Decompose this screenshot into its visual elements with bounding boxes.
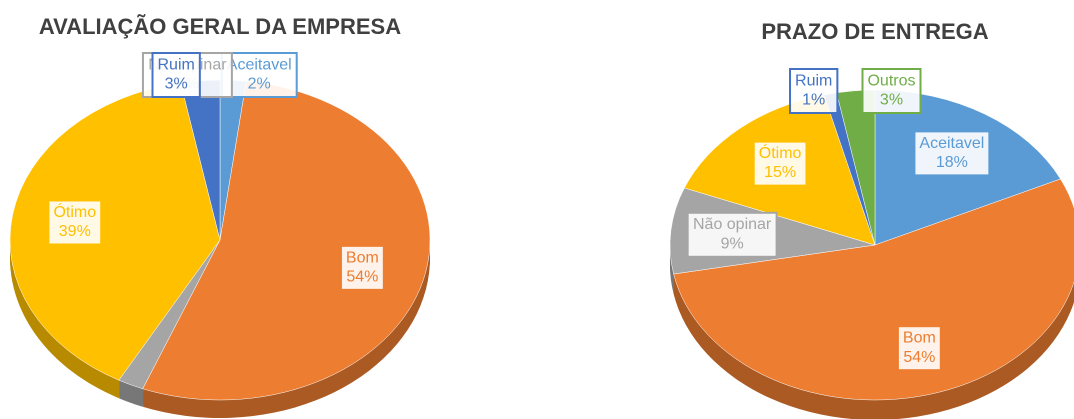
label-value: 3% — [880, 92, 903, 109]
label-value: 2% — [248, 76, 271, 93]
label-name: Aceitavel — [227, 57, 292, 74]
label-box — [913, 130, 991, 177]
label-value: 9% — [721, 236, 744, 253]
label-box — [686, 211, 778, 258]
label-box — [896, 325, 942, 372]
label-name: Bom — [346, 249, 379, 266]
label-name: Ótimo — [53, 202, 96, 221]
label-value: 3% — [165, 76, 188, 93]
data-label: Ruim 3% — [157, 57, 194, 93]
data-label: Aceitavel 2% — [227, 57, 292, 93]
label-value: 15% — [764, 164, 796, 181]
data-label: Outros 3% — [867, 73, 915, 109]
label-name: Ótimo — [759, 143, 802, 162]
data-label: Bom 54% — [346, 249, 379, 285]
data-label: Bom 54% — [903, 330, 936, 366]
label-value: 18% — [936, 154, 968, 171]
data-label: Não opinar 9% — [693, 216, 772, 252]
pie-slice — [9, 82, 221, 381]
label-name: Outros — [867, 73, 915, 90]
data-label: Ótimo 15% — [759, 143, 802, 181]
label-box — [789, 68, 839, 114]
label-box — [752, 140, 808, 187]
label-name: Ruim — [795, 73, 832, 90]
label-value: 54% — [346, 269, 378, 286]
label-value: 39% — [59, 223, 91, 240]
label-box — [861, 68, 922, 114]
label-box — [47, 199, 103, 246]
data-label: Ótimo 39% — [53, 202, 96, 240]
label-value: 1% — [802, 92, 825, 109]
label-box — [339, 244, 385, 291]
data-label: Aceitavel 18% — [919, 135, 984, 171]
label-name: Não opinar — [693, 216, 772, 233]
label-box — [151, 52, 201, 98]
label-name: Bom — [903, 330, 936, 347]
label-name: Ruim — [157, 57, 194, 74]
label-name: Aceitavel — [919, 135, 984, 152]
chart-title: PRAZO DE ENTREGA — [761, 19, 988, 44]
chart-title: AVALIAÇÃO GERAL DA EMPRESA — [39, 14, 401, 39]
label-value: 54% — [903, 349, 935, 366]
label-box — [220, 52, 298, 98]
pie-slice — [673, 178, 1074, 401]
pie-slice — [142, 80, 431, 401]
data-label: Ruim 1% — [795, 73, 832, 109]
